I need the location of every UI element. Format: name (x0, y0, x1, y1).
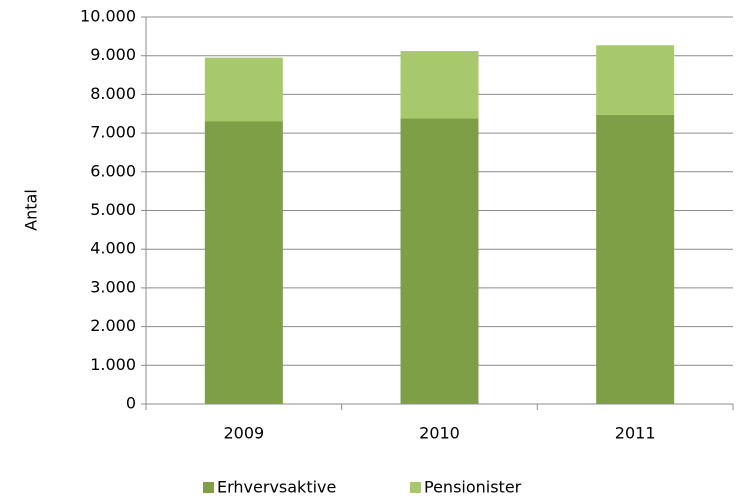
x-tick-label: 2011 (615, 424, 656, 443)
y-tick-label: 6.000 (90, 161, 136, 180)
y-tick-label: 7.000 (90, 123, 136, 142)
y-tick-label: 10.000 (80, 7, 136, 26)
y-axis-label: Antal (22, 189, 41, 231)
legend-swatch (203, 482, 214, 493)
y-tick-label: 3.000 (90, 277, 136, 296)
y-tick-label: 1.000 (90, 355, 136, 374)
x-tick-label: 2009 (223, 424, 264, 443)
bar-segment (400, 51, 479, 119)
y-tick-label: 9.000 (90, 45, 136, 64)
y-tick-label: 5.000 (90, 200, 136, 219)
bar-segment (596, 45, 675, 115)
legend-label: Erhvervsaktive (217, 478, 336, 497)
bar-segment (204, 57, 283, 122)
y-tick-label: 0 (126, 394, 136, 413)
y-tick-label: 8.000 (90, 84, 136, 103)
legend-swatch (410, 482, 421, 493)
legend-label: Pensionister (424, 478, 522, 497)
y-tick-label: 2.000 (90, 316, 136, 335)
y-tick-label: 4.000 (90, 239, 136, 258)
bar-segment (596, 114, 675, 404)
bar-segment (400, 118, 479, 405)
bar-segment (204, 121, 283, 405)
x-tick-label: 2010 (419, 424, 460, 443)
